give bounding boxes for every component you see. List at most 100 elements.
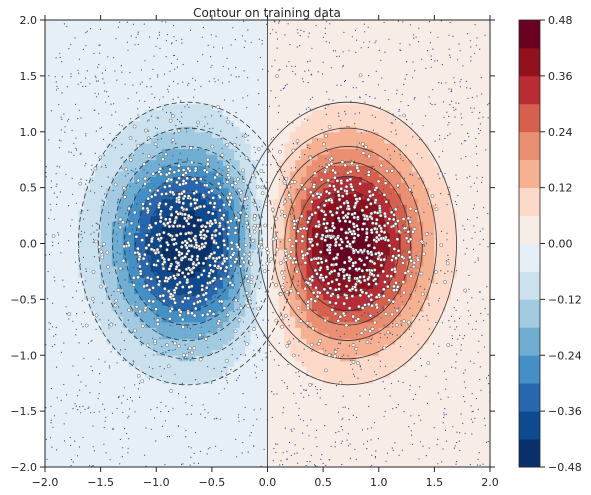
contour-cell: [211, 271, 219, 278]
contour-cell: [378, 243, 385, 250]
contour-cell: [373, 154, 380, 161]
contour-cell: [300, 193, 308, 200]
contour-cell: [312, 288, 319, 295]
contour-cell: [89, 226, 96, 233]
contour-cell: [167, 243, 174, 250]
contour-cell: [228, 64, 235, 71]
contour-cell: [50, 321, 57, 328]
contour-cell: [106, 383, 113, 390]
contour-cell: [128, 98, 135, 105]
contour-cell: [95, 282, 102, 289]
contour-cell: [156, 344, 163, 351]
contour-cell: [217, 260, 224, 267]
contour-cell: [245, 310, 252, 317]
contour-cell: [289, 439, 296, 446]
contour-cell: [356, 288, 363, 295]
contour-cell: [245, 70, 252, 77]
contour-cell: [56, 316, 63, 323]
contour-cell: [117, 170, 124, 178]
contour-cell: [328, 249, 335, 256]
contour-cell: [150, 87, 157, 94]
contour-cell: [72, 131, 79, 138]
contour-cell: [217, 154, 224, 161]
contour-cell: [334, 109, 341, 116]
contour-cell: [95, 120, 102, 127]
contour-cell: [195, 405, 202, 412]
contour-cell: [267, 310, 274, 317]
contour-cell: [206, 159, 213, 166]
contour-cell: [284, 70, 291, 77]
contour-cell: [178, 59, 185, 66]
contour-cell: [384, 81, 391, 88]
contour-cell: [278, 109, 285, 116]
contour-cell: [139, 355, 146, 362]
contour-cell: [67, 176, 74, 183]
contour-cell: [278, 304, 285, 312]
contour-cell: [300, 70, 308, 77]
contour-cell: [195, 433, 202, 440]
contour-cell: [317, 433, 324, 440]
contour-cell: [312, 316, 319, 323]
contour-cell: [312, 304, 319, 312]
contour-cell: [184, 444, 191, 451]
contour-cell: [184, 114, 191, 122]
contour-cell: [145, 327, 152, 334]
contour-cell: [223, 75, 230, 83]
contour-cell: [228, 87, 235, 94]
contour-cell: [61, 120, 68, 127]
contour-cell: [339, 70, 346, 77]
contour-cell: [250, 260, 257, 267]
contour-cell: [72, 360, 79, 368]
contour-cell: [384, 109, 391, 116]
contour-cell: [72, 299, 79, 306]
contour-cell: [78, 137, 85, 144]
contour-cell: [228, 332, 235, 340]
contour-cell: [317, 355, 324, 362]
contour-cell: [345, 260, 352, 267]
contour-cell: [300, 81, 308, 88]
contour-cell: [106, 254, 113, 261]
contour-cell: [67, 70, 74, 77]
contour-cell: [128, 148, 135, 155]
contour-cell: [328, 53, 335, 60]
contour-cell: [128, 215, 135, 222]
contour-cell: [56, 332, 63, 340]
contour-cell: [161, 182, 168, 189]
contour-cell: [95, 64, 102, 71]
contour-cell: [178, 405, 185, 412]
contour-cell: [139, 455, 146, 463]
contour-cell: [284, 321, 291, 328]
contour-cell: [378, 288, 385, 295]
contour-cell: [389, 455, 397, 463]
contour-cell: [323, 98, 330, 105]
contour-cell: [117, 226, 124, 233]
contour-cell: [373, 47, 380, 55]
contour-cell: [239, 81, 246, 88]
contour-cell: [339, 170, 346, 178]
contour-cell: [172, 137, 180, 144]
contour-cell: [289, 142, 296, 150]
contour-cell: [245, 237, 252, 245]
contour-cell: [273, 59, 280, 66]
contour-cell: [328, 316, 335, 323]
contour-cell: [189, 338, 196, 345]
contour-cell: [356, 422, 363, 429]
contour-cell: [83, 131, 91, 138]
contour-cell: [45, 81, 52, 88]
contour-cell: [67, 316, 74, 323]
contour-cell: [239, 310, 246, 317]
contour-cell: [145, 377, 152, 384]
contour-cell: [145, 198, 152, 205]
contour-cell: [156, 59, 163, 66]
contour-cell: [300, 53, 308, 60]
contour-cell: [256, 299, 263, 306]
contour-cell: [345, 103, 352, 110]
contour-cell: [200, 198, 207, 205]
contour-cell: [312, 148, 319, 155]
contour-cell: [278, 20, 285, 27]
contour-cell: [284, 299, 291, 306]
contour-cell: [273, 114, 280, 122]
contour-cell: [89, 411, 96, 418]
contour-cell: [345, 42, 352, 49]
contour-cell: [384, 25, 391, 32]
